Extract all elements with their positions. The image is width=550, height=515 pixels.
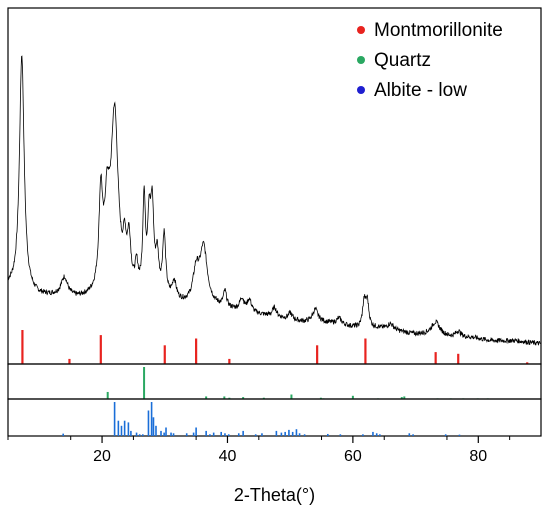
albite-panel-frame <box>7 398 542 437</box>
legend-label: Quartz <box>374 50 431 71</box>
x-tick-label: 20 <box>93 448 111 465</box>
legend: Montmorillonite Quartz Albite - low <box>357 20 503 101</box>
legend-marker <box>357 86 365 94</box>
legend-label: Montmorillonite <box>374 20 503 41</box>
x-tick-label: 60 <box>344 448 362 465</box>
xrd-pattern <box>7 55 541 346</box>
main-plot-frame <box>7 7 542 365</box>
xrd-pattern-line <box>7 55 541 346</box>
x-tick-label: 80 <box>469 448 487 465</box>
legend-marker <box>357 26 365 34</box>
legend-label: Albite - low <box>374 80 467 101</box>
quartz-panel-frame <box>7 363 542 400</box>
legend-marker <box>357 56 365 64</box>
x-tick-label: 40 <box>219 448 237 465</box>
albite-reference <box>62 402 461 436</box>
x-axis: 20 40 60 80 <box>7 436 511 465</box>
x-axis-title: 2-Theta(°) <box>234 485 315 505</box>
quartz-reference <box>106 367 489 399</box>
